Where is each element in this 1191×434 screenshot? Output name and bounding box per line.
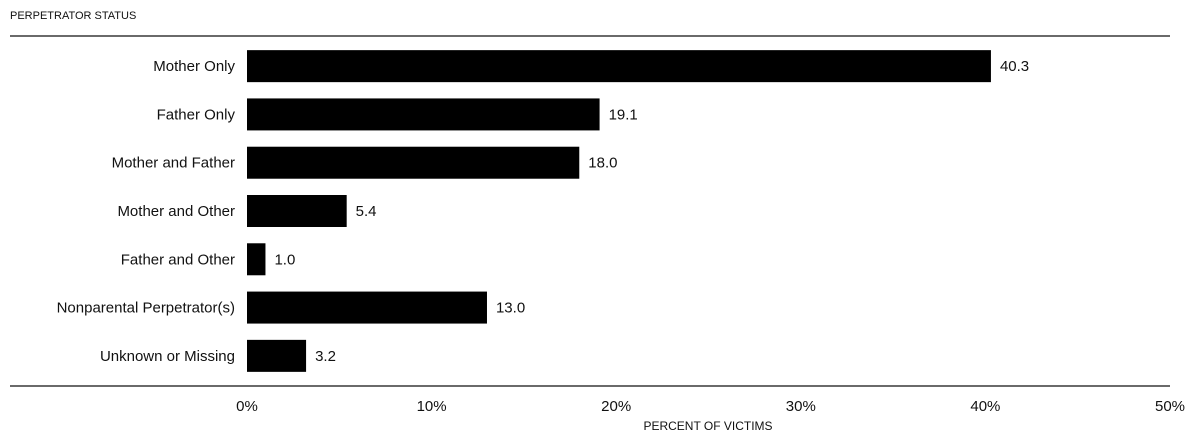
bar	[247, 339, 307, 372]
value-label: 1.0	[274, 251, 295, 268]
value-label: 3.2	[315, 348, 336, 365]
bar	[247, 50, 991, 83]
y-tick-label: Mother Only	[153, 58, 235, 75]
y-tick-label: Mother and Father	[112, 155, 235, 172]
y-tick-label: Mother and Other	[117, 203, 235, 220]
y-tick-label: Father Only	[157, 106, 236, 123]
x-tick-label: 50%	[1155, 398, 1185, 415]
bar	[247, 195, 347, 227]
x-axis-label: PERCENT OF VICTIMS	[643, 419, 772, 433]
bar	[247, 98, 600, 131]
bar	[247, 243, 266, 276]
y-tick-label: Father and Other	[121, 251, 235, 268]
value-label: 5.4	[356, 203, 377, 220]
x-tick-label: 0%	[236, 398, 258, 415]
x-tick-label: 10%	[417, 398, 447, 415]
value-label: 13.0	[496, 300, 525, 317]
value-label: 19.1	[609, 106, 638, 123]
y-tick-label: Unknown or Missing	[100, 348, 235, 365]
x-tick-label: 40%	[970, 398, 1000, 415]
bar	[247, 146, 580, 179]
value-label: 40.3	[1000, 58, 1029, 75]
x-tick-label: 20%	[601, 398, 631, 415]
chart-title: PERPETRATOR STATUS	[10, 10, 136, 22]
x-tick-label: 30%	[786, 398, 816, 415]
bar	[247, 291, 487, 324]
value-label: 18.0	[588, 155, 617, 172]
y-tick-label: Nonparental Perpetrator(s)	[57, 300, 235, 317]
